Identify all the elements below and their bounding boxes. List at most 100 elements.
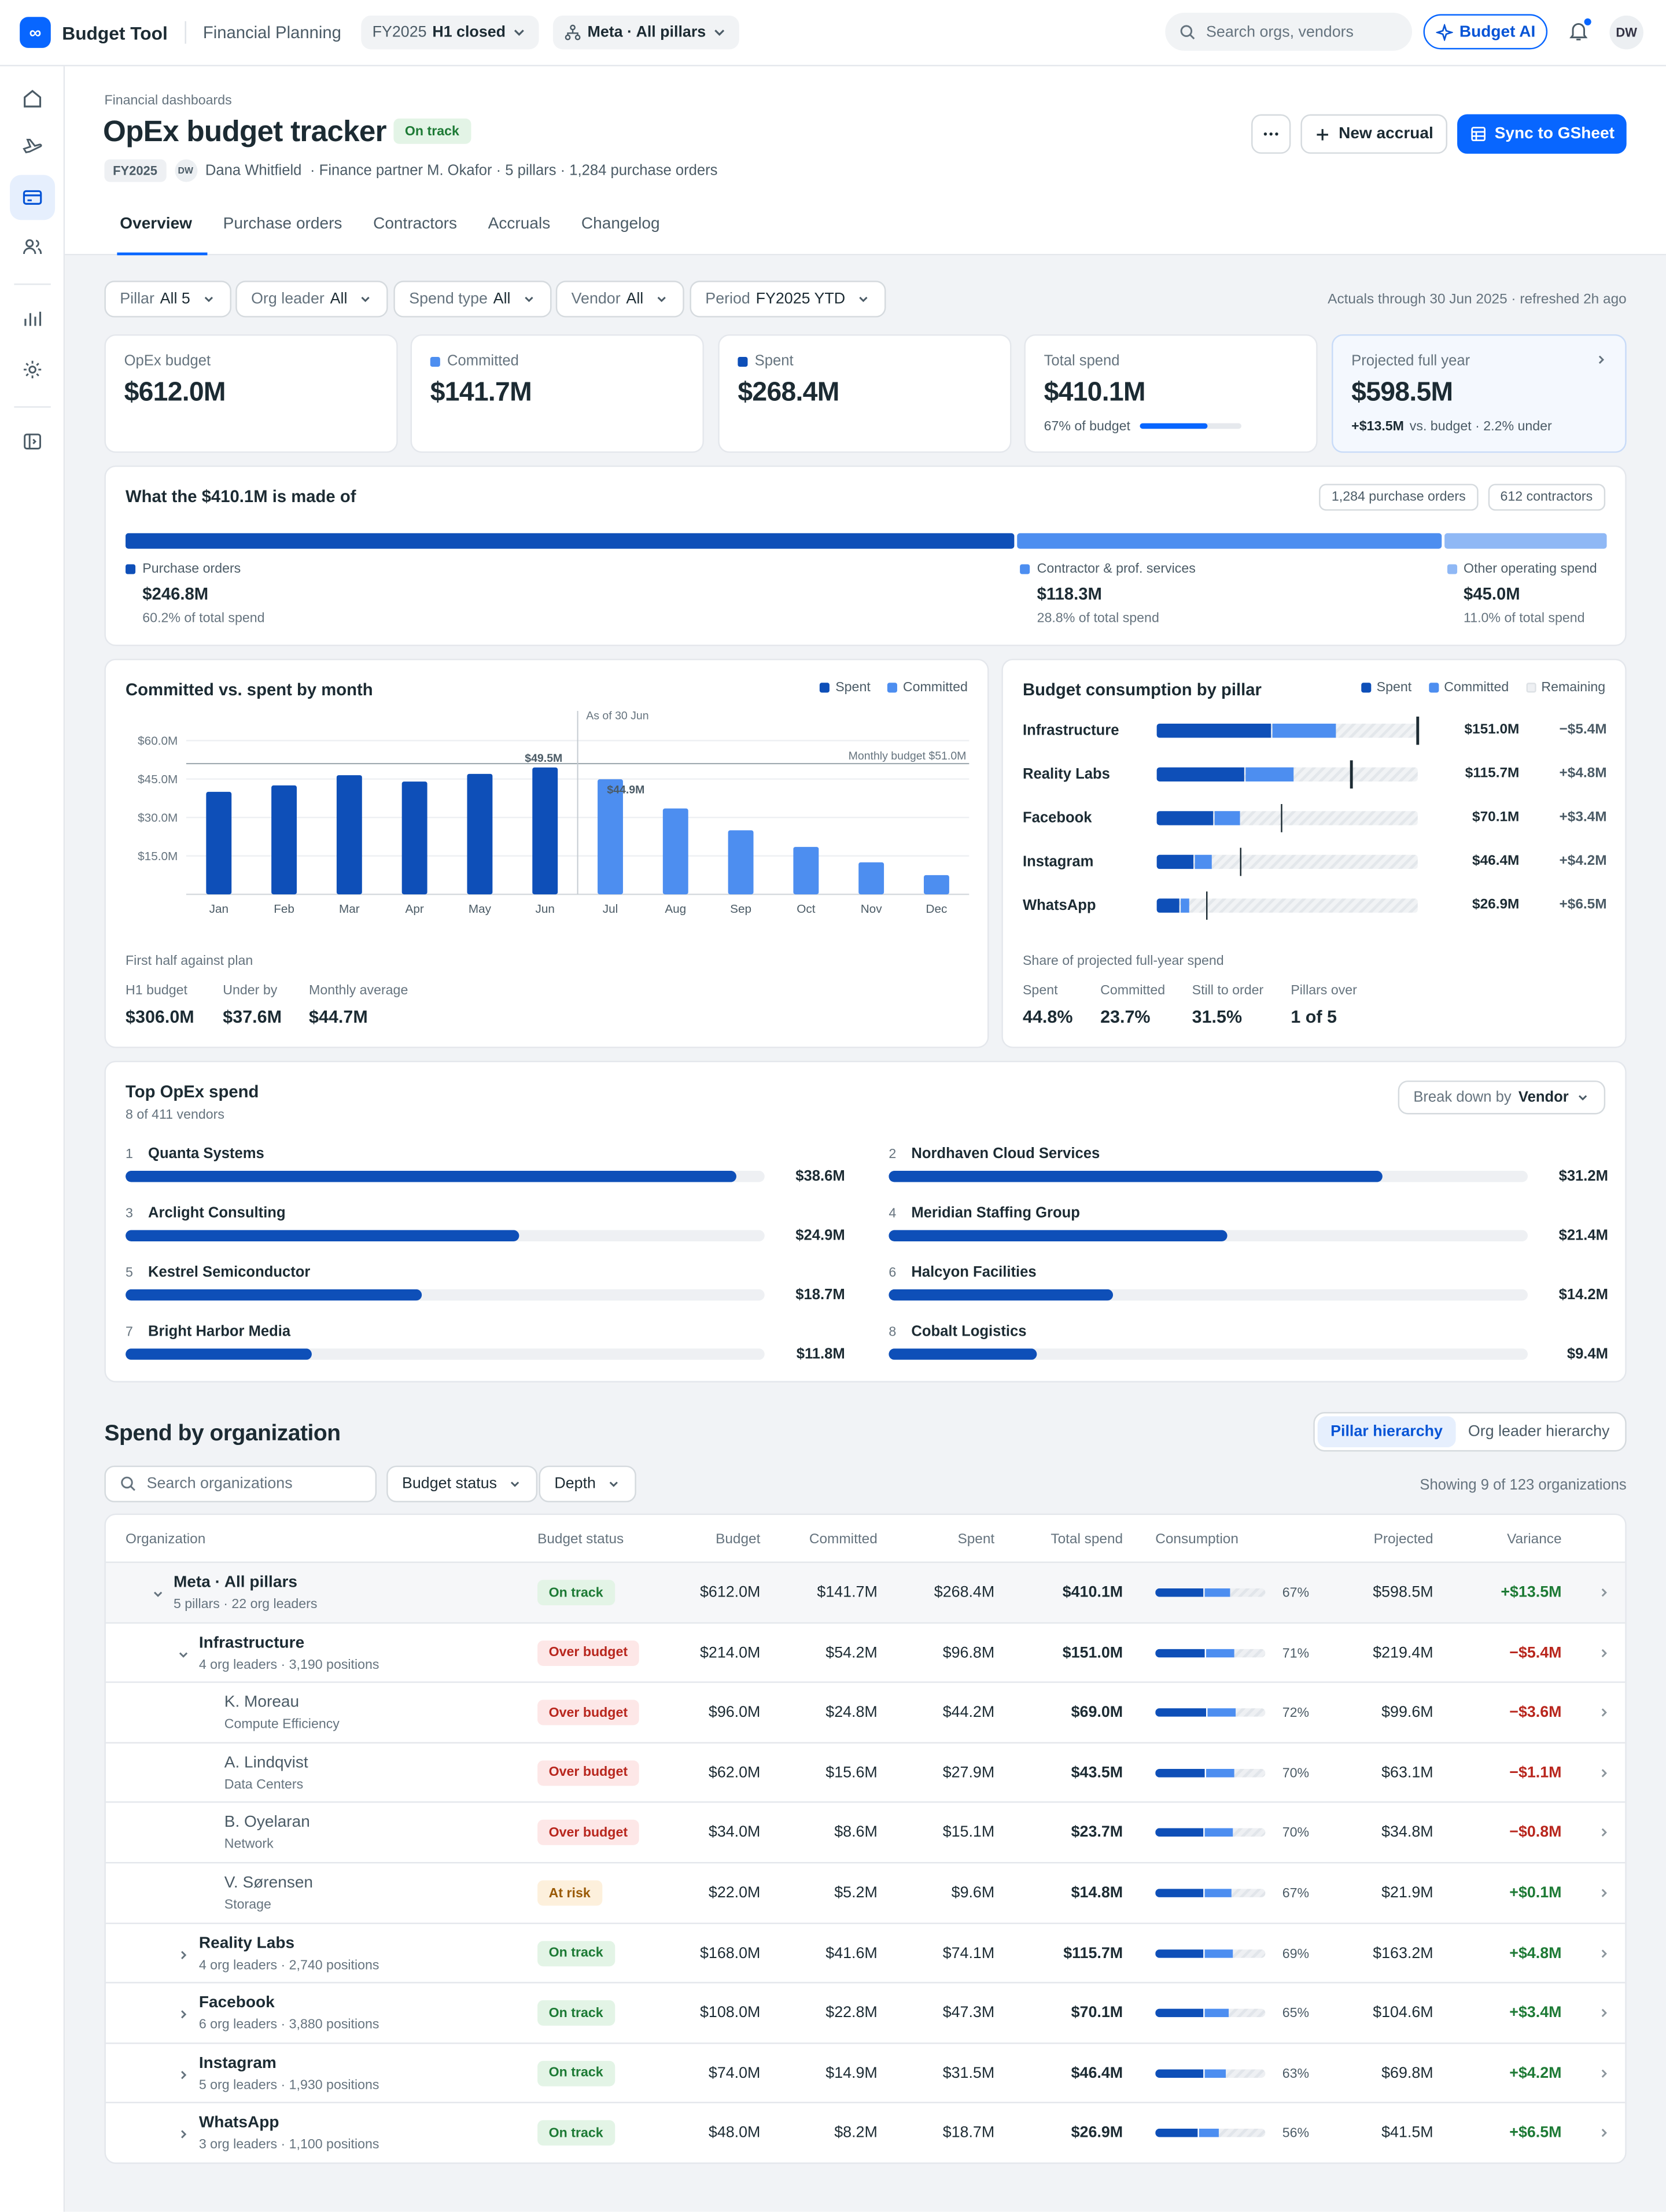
vendor-name[interactable]: Nordhaven Cloud Services <box>911 1145 1100 1163</box>
vendor-bar-fill[interactable] <box>126 1230 519 1241</box>
column-header[interactable]: Budget <box>716 1532 761 1548</box>
new-accrual-button[interactable]: New accrual <box>1300 114 1448 154</box>
kpi-projected[interactable]: Projected full year $598.5M +$13.5M vs. … <box>1332 334 1627 453</box>
spent-segment[interactable] <box>1156 724 1272 738</box>
spent-segment[interactable] <box>1156 898 1179 913</box>
bar-feb[interactable] <box>271 785 297 895</box>
sidebar-collapse-button[interactable] <box>10 419 55 464</box>
chevron-right-icon[interactable] <box>1597 1706 1610 1720</box>
column-header[interactable]: Consumption <box>1155 1532 1239 1548</box>
column-header[interactable]: Budget status <box>537 1532 624 1548</box>
tab-contractors[interactable]: Contractors <box>373 216 458 233</box>
scope-selector[interactable]: Meta · All pillars <box>553 15 740 50</box>
chevron-right-icon[interactable] <box>176 2067 190 2081</box>
sidebar-item-people[interactable] <box>10 224 55 270</box>
sidebar-item-reports[interactable] <box>10 296 55 341</box>
pillar-hierarchy-option[interactable]: Pillar hierarchy <box>1318 1416 1455 1448</box>
sidebar-item-home[interactable] <box>10 76 55 121</box>
committed-segment[interactable] <box>1273 724 1336 738</box>
filter-pillar[interactable]: Pillar All 5 <box>104 281 231 318</box>
table-row[interactable]: Meta · All pillars 5 pillars · 22 org lea… <box>105 1561 1626 1623</box>
column-header[interactable]: Organization <box>126 1532 206 1548</box>
tab-accruals[interactable]: Accruals <box>488 216 551 233</box>
sidebar-item-travel[interactable] <box>10 124 55 169</box>
bar-oct[interactable] <box>793 847 819 895</box>
chevron-right-icon[interactable] <box>1597 2066 1610 2080</box>
committed-segment[interactable] <box>1195 854 1212 869</box>
more-button[interactable] <box>1251 114 1291 154</box>
tab-purchase-orders[interactable]: Purchase orders <box>223 216 342 233</box>
table-row[interactable]: Infrastructure 4 org leaders · 3,190 posi… <box>105 1621 1626 1682</box>
committed-segment[interactable] <box>1246 767 1294 781</box>
pillar-name[interactable]: Reality Labs <box>1022 766 1110 783</box>
notifications-button[interactable] <box>1567 18 1591 42</box>
committed-segment[interactable] <box>1180 898 1189 913</box>
chevron-right-icon[interactable] <box>1597 1886 1610 1900</box>
column-header[interactable]: Projected <box>1373 1532 1433 1548</box>
vendor-name[interactable]: Bright Harbor Media <box>148 1323 291 1340</box>
pillar-name[interactable]: Infrastructure <box>1022 722 1119 739</box>
chevron-right-icon[interactable] <box>1597 1946 1610 1960</box>
bar-dec[interactable] <box>923 875 949 895</box>
table-row[interactable]: Reality Labs 4 org leaders · 2,740 positi… <box>105 1922 1626 1983</box>
chevron-down-icon[interactable] <box>151 1587 165 1601</box>
bar-apr[interactable] <box>401 781 427 895</box>
chevron-right-icon[interactable] <box>176 2128 190 2141</box>
chevron-right-icon[interactable] <box>1597 2006 1610 2020</box>
sidebar-item-settings[interactable] <box>10 347 55 392</box>
composition-segment[interactable] <box>1444 533 1607 549</box>
column-header[interactable]: Spent <box>957 1532 995 1548</box>
bar-sep[interactable] <box>728 830 754 895</box>
chevron-right-icon[interactable] <box>1597 1586 1610 1599</box>
chevron-right-icon[interactable] <box>1597 2126 1610 2140</box>
table-row[interactable]: Facebook 6 org leaders · 3,880 positions O… <box>105 1982 1626 2043</box>
filter-org-leader[interactable]: Org leader All <box>235 281 389 318</box>
vendor-name[interactable]: Meridian Staffing Group <box>911 1204 1080 1222</box>
chevron-right-icon[interactable] <box>176 1948 190 1962</box>
column-header[interactable]: Total spend <box>1051 1532 1123 1548</box>
period-selector[interactable]: FY2025 H1 closed <box>361 15 540 50</box>
vendor-bar-fill[interactable] <box>889 1348 1038 1360</box>
budget-ai-button[interactable]: Budget AI <box>1423 14 1548 50</box>
pillar-name[interactable]: Instagram <box>1022 853 1094 871</box>
sidebar-item-budget[interactable] <box>10 175 56 220</box>
filter-spend-type[interactable]: Spend type All <box>393 281 552 318</box>
table-row[interactable]: V. Sørensen Storage At risk $22.0M $5.2M $9.6… <box>105 1861 1626 1923</box>
chevron-right-icon[interactable] <box>1597 1646 1610 1660</box>
vendor-name[interactable]: Kestrel Semiconductor <box>148 1263 311 1281</box>
contractors-chip[interactable]: 612 contractors <box>1487 484 1606 511</box>
vendor-name[interactable]: Cobalt Logistics <box>911 1323 1027 1340</box>
pillar-name[interactable]: Facebook <box>1022 809 1092 827</box>
spent-segment[interactable] <box>1156 811 1213 825</box>
filter-period[interactable]: Period FY2025 YTD <box>690 281 886 318</box>
vendor-bar-fill[interactable] <box>126 1348 312 1360</box>
depth-filter[interactable]: Depth <box>539 1465 637 1503</box>
bar-may[interactable] <box>467 773 493 895</box>
bar-aug[interactable] <box>662 808 688 895</box>
chevron-right-icon[interactable] <box>176 2008 190 2022</box>
breadcrumb[interactable]: Financial dashboards <box>104 93 232 109</box>
budget-status-filter[interactable]: Budget status <box>386 1465 538 1503</box>
table-row[interactable]: A. Lindqvist Data Centers Over budget $62.0… <box>105 1742 1626 1802</box>
meta-logo-icon[interactable]: ∞ <box>20 17 51 48</box>
vendor-bar-fill[interactable] <box>889 1230 1228 1241</box>
global-search-input[interactable]: Search orgs, vendors <box>1165 12 1413 51</box>
user-avatar[interactable]: DW <box>1609 15 1643 50</box>
bar-mar[interactable] <box>336 775 362 895</box>
table-row[interactable]: B. Oyelaran Network Over budget $34.0M $8.6M… <box>105 1802 1626 1863</box>
vendor-bar-fill[interactable] <box>889 1171 1383 1182</box>
spent-segment[interactable] <box>1156 854 1195 869</box>
vendor-bar-fill[interactable] <box>126 1171 736 1182</box>
table-row[interactable]: WhatsApp 3 org leaders · 1,100 positions O… <box>105 2102 1626 2162</box>
committed-segment[interactable] <box>1214 811 1240 825</box>
column-header[interactable]: Committed <box>809 1532 878 1548</box>
bar-jan[interactable] <box>206 791 232 895</box>
vendor-bar-fill[interactable] <box>889 1289 1114 1301</box>
composition-segment[interactable] <box>1016 533 1442 549</box>
filter-vendor[interactable]: Vendor All <box>555 281 684 318</box>
sync-gsheet-button[interactable]: Sync to GSheet <box>1457 114 1627 154</box>
vendor-bar-fill[interactable] <box>126 1289 422 1301</box>
tab-overview[interactable]: Overview <box>104 216 208 256</box>
breakdown-dropdown[interactable]: Break down by Vendor <box>1398 1080 1606 1115</box>
spent-segment[interactable] <box>1156 767 1245 781</box>
